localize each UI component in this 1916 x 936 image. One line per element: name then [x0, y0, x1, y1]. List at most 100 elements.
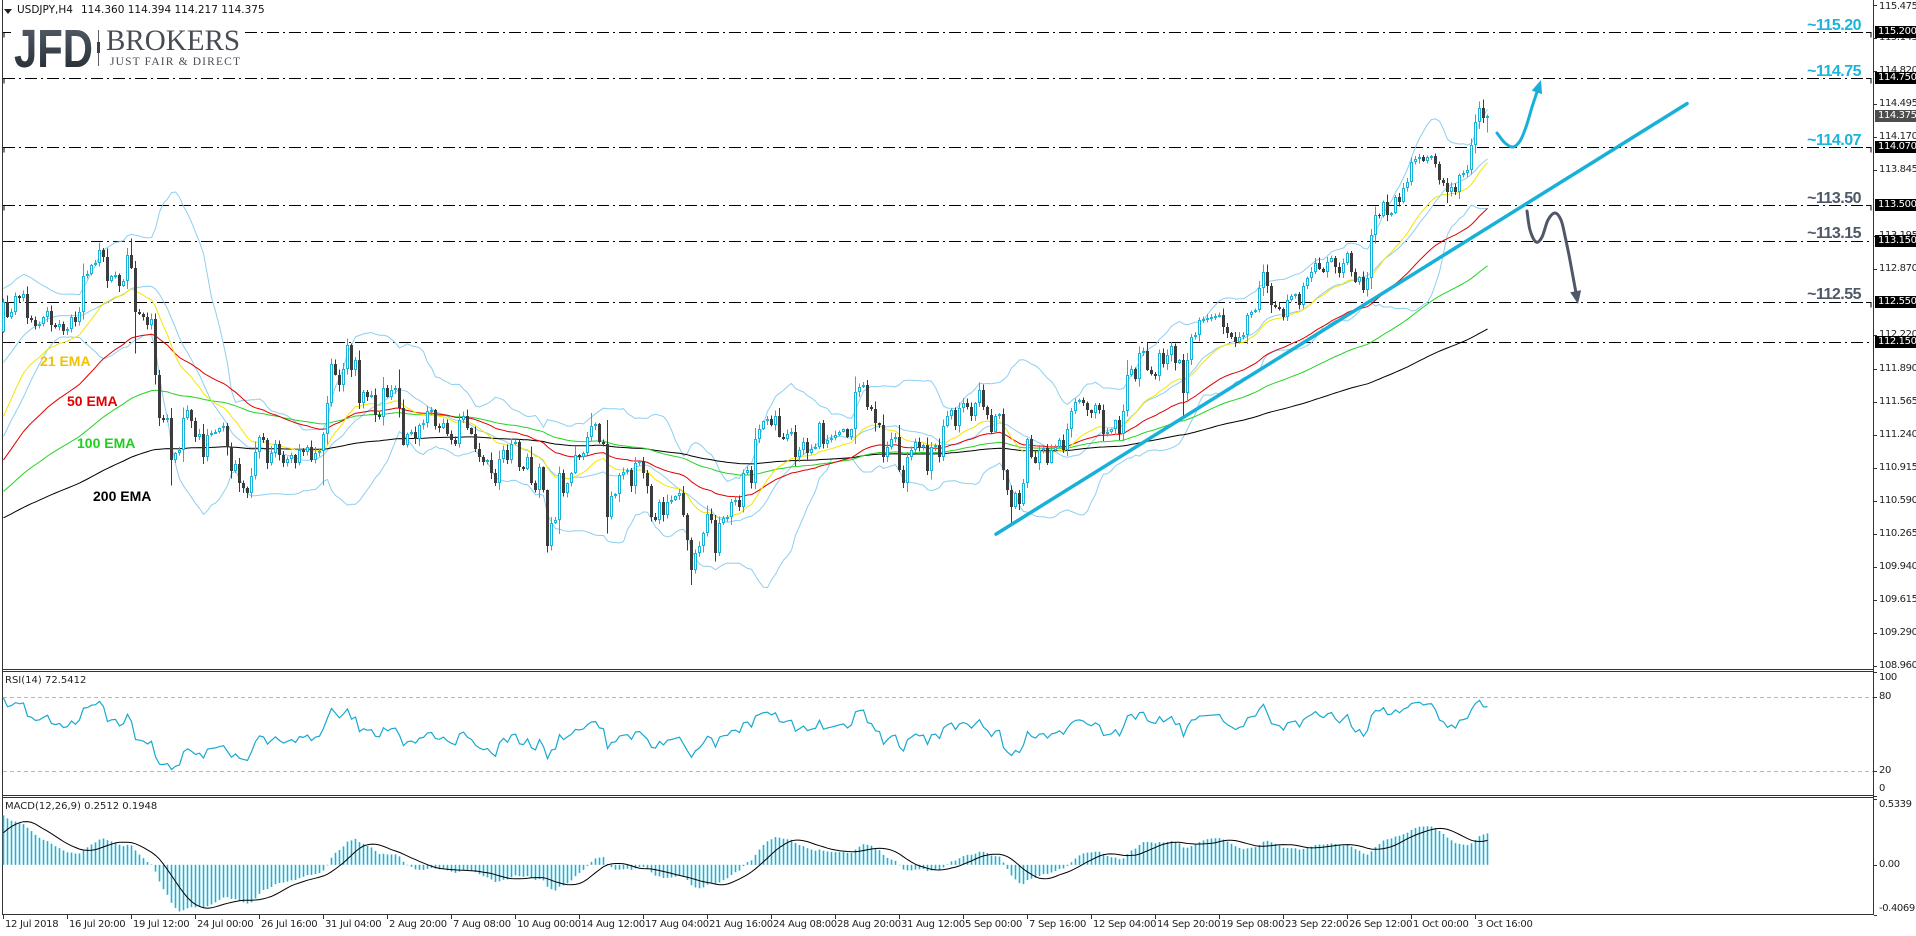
macd-histogram-bar — [566, 864, 569, 884]
bullish-candle — [1130, 365, 1133, 377]
bullish-candle — [702, 531, 705, 553]
macd-histogram-bar — [254, 864, 257, 899]
macd-histogram-bar — [718, 864, 721, 883]
candle-body — [1146, 351, 1149, 370]
triangle-down-icon[interactable] — [4, 8, 12, 14]
bullish-candle — [1330, 255, 1333, 263]
bullish-candle — [498, 450, 501, 490]
macd-histogram-bar — [1110, 857, 1113, 865]
macd-histogram-bar — [1470, 843, 1473, 865]
price-axis-label: 112.870 — [1879, 263, 1916, 275]
macd-histogram-bar — [442, 864, 445, 870]
bullish-candle — [590, 413, 593, 442]
macd-histogram-bar — [622, 864, 625, 870]
macd-histogram-bar — [694, 864, 697, 888]
bullish-candle — [422, 419, 425, 430]
candle-body — [1218, 315, 1221, 317]
bullish-candle — [1406, 177, 1409, 192]
macd-histogram-bar — [1206, 839, 1209, 865]
candle-body — [986, 407, 989, 415]
bullish-candle — [1214, 313, 1217, 321]
candle-body — [746, 470, 749, 473]
bearish-candle — [1030, 434, 1033, 459]
candle-body — [938, 445, 941, 457]
bullish-candle — [406, 432, 409, 448]
bearish-candle — [738, 495, 741, 511]
candle-body — [946, 416, 949, 426]
macd-histogram-bar — [1038, 864, 1041, 876]
bullish-candle — [1014, 491, 1017, 510]
ema-label-21: 21 EMA — [40, 353, 91, 369]
macd-histogram-bar — [90, 844, 93, 865]
ascending-trendline[interactable] — [994, 101, 1689, 536]
macd-histogram-bar — [1262, 841, 1265, 865]
candle-body — [958, 408, 961, 426]
bullish-scenario-arrow[interactable] — [1495, 80, 1543, 149]
candle-body — [330, 364, 333, 403]
time-axis-label: 19 Sep 08:00 — [1221, 919, 1285, 930]
macd-histogram-bar — [1070, 862, 1073, 865]
macd-histogram-bar — [270, 864, 273, 887]
logo-brand: JFD — [14, 19, 93, 75]
bullish-candle — [382, 377, 385, 426]
candle-body — [1154, 374, 1157, 376]
bullish-candle — [1166, 349, 1169, 371]
bullish-candle — [1402, 182, 1405, 204]
price-axis-label: 114.170 — [1879, 131, 1916, 143]
macd-histogram-bar — [726, 864, 729, 879]
macd-histogram-bar — [722, 864, 725, 881]
bearish-candle — [654, 513, 657, 522]
candle-body — [1222, 315, 1225, 327]
candle-body — [518, 442, 521, 467]
price-axis-label: 109.940 — [1879, 560, 1916, 572]
bullish-candle — [586, 431, 589, 456]
macd-histogram-bar — [642, 864, 645, 868]
ema-21-line — [3, 162, 1488, 518]
bullish-candle — [1310, 266, 1313, 282]
bullish-candle — [1138, 346, 1141, 387]
bullish-candle — [1078, 398, 1081, 404]
candle-body — [338, 375, 341, 385]
candle-body — [42, 317, 45, 324]
macd-histogram-bar — [1406, 832, 1409, 865]
bullish-candle — [730, 499, 733, 525]
candle-body — [890, 439, 893, 447]
bullish-candle — [458, 413, 461, 448]
bullish-candle — [1058, 438, 1061, 448]
macd-histogram-bar — [386, 854, 389, 865]
candle-body — [82, 276, 85, 312]
candle-body — [730, 502, 733, 517]
bullish-candle — [14, 292, 17, 315]
candle-body — [1330, 258, 1333, 262]
macd-histogram-bar — [446, 864, 449, 871]
time-axis-label: 17 Aug 04:00 — [645, 919, 709, 930]
candle-body — [414, 432, 417, 439]
candle-body — [1454, 187, 1457, 192]
bearish-scenario-arrow[interactable] — [1525, 209, 1582, 304]
bullish-candle — [594, 422, 597, 430]
candle-body — [494, 473, 497, 483]
macd-histogram-bar — [930, 864, 933, 871]
candle-body — [922, 445, 925, 447]
candle-body — [1474, 122, 1477, 145]
macd-histogram-bar — [906, 864, 909, 871]
candle-body — [1470, 145, 1473, 170]
bearish-candle — [546, 489, 549, 553]
candle-body — [786, 434, 789, 439]
bullish-candle — [502, 445, 505, 463]
macd-histogram-bar — [434, 864, 437, 869]
candle-body — [126, 255, 129, 281]
macd-histogram-bar — [802, 846, 805, 865]
candle-body — [1006, 470, 1009, 490]
level-price-box: 115.200 — [1875, 26, 1916, 38]
time-axis-label: 2 Aug 20:00 — [389, 919, 447, 930]
bearish-candle — [30, 315, 33, 323]
candle-body — [658, 502, 661, 520]
bullish-candle — [370, 390, 373, 399]
candle-body — [858, 387, 861, 392]
candle-body — [1042, 448, 1045, 450]
bullish-candle — [538, 463, 541, 498]
macd-histogram-bar — [1346, 845, 1349, 865]
